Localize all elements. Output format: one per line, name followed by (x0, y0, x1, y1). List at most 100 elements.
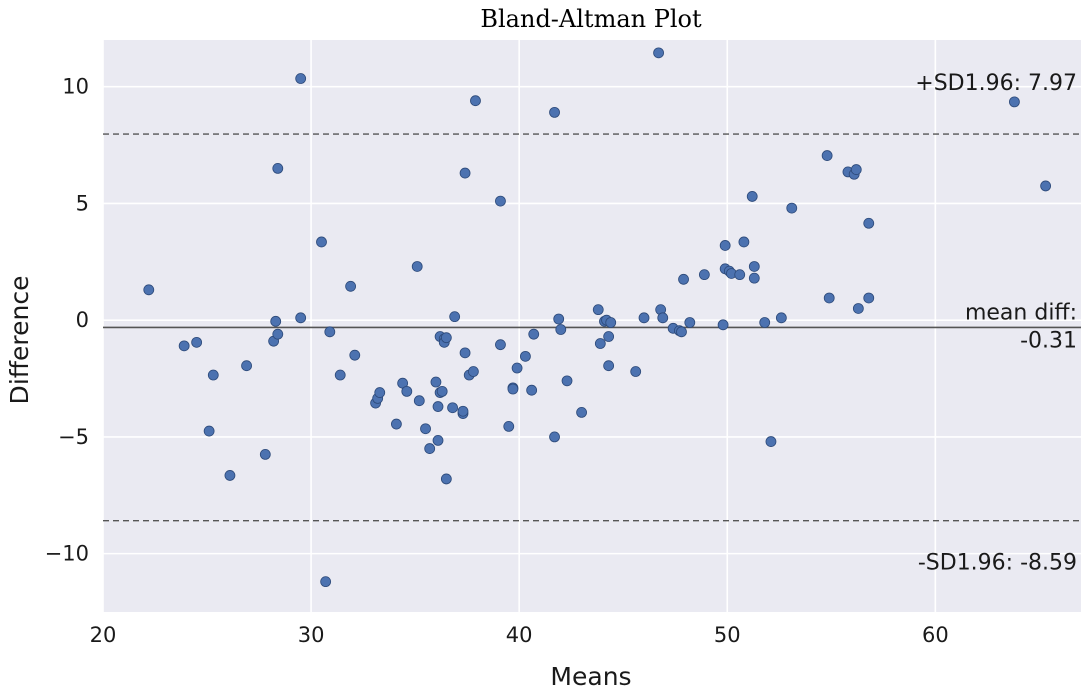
y-tick-label: 0 (76, 308, 89, 332)
data-point (259, 449, 271, 460)
data-point (324, 326, 336, 338)
data-point (411, 261, 423, 272)
x-tick-label: 20 (90, 623, 117, 647)
x-tick-label: 40 (506, 623, 533, 647)
data-point (440, 332, 452, 344)
data-point (224, 470, 236, 481)
data-point (334, 369, 346, 381)
data-point (424, 443, 436, 454)
data-point (594, 338, 606, 349)
y-tick-label: 10 (62, 75, 89, 99)
data-point (603, 331, 615, 342)
data-point (495, 195, 506, 207)
upper-loa-label: +SD1.96: 7.97 (915, 71, 1077, 96)
data-point (241, 360, 252, 372)
scatter-points (143, 47, 1052, 588)
data-point (440, 473, 452, 485)
data-point (657, 312, 669, 324)
data-point (503, 420, 515, 432)
data-point (436, 385, 448, 397)
data-point (638, 312, 650, 324)
data-point (272, 328, 284, 340)
data-point (698, 269, 710, 281)
x-tick-label: 60 (922, 623, 949, 647)
data-point (653, 47, 664, 59)
data-point (447, 402, 458, 414)
data-point (821, 150, 833, 161)
data-point (576, 406, 587, 418)
data-point (520, 350, 531, 362)
data-point (1009, 96, 1020, 108)
data-point (316, 236, 327, 248)
data-point (349, 349, 361, 361)
data-point (390, 418, 402, 430)
mean-diff-label-line1: mean diff: (965, 300, 1077, 325)
data-point (459, 167, 471, 179)
data-point (507, 383, 519, 395)
data-point (528, 328, 540, 340)
data-point (603, 360, 615, 372)
lower-loa-label: -SD1.96: -8.59 (918, 551, 1077, 576)
data-point (401, 385, 413, 397)
x-axis-label: Means (550, 662, 631, 691)
data-point (413, 395, 425, 407)
data-point (526, 384, 538, 396)
data-point (717, 319, 729, 331)
data-point (630, 366, 642, 377)
tick-labels: 20 30 40 50 60 −10 −5 0 5 10 (45, 75, 949, 647)
grid-lines (102, 40, 1081, 612)
y-axis-label: Difference (5, 276, 34, 405)
data-point (430, 376, 442, 388)
data-point (850, 164, 862, 175)
data-point (549, 106, 560, 118)
data-point (734, 269, 746, 281)
y-tick-label: −10 (45, 542, 89, 566)
data-point (748, 261, 760, 272)
data-point (345, 280, 357, 292)
data-point (549, 431, 560, 443)
data-point (449, 311, 461, 323)
data-point (295, 73, 307, 84)
y-tick-label: −5 (58, 425, 89, 449)
data-point (592, 304, 604, 316)
data-point (746, 191, 758, 202)
data-point (676, 326, 687, 338)
data-point (684, 317, 696, 328)
data-point (786, 202, 798, 214)
data-point (270, 315, 282, 327)
plot-area (103, 40, 1081, 612)
data-point (432, 401, 444, 412)
data-point (420, 423, 431, 435)
data-point (1040, 180, 1052, 192)
data-point (207, 369, 219, 381)
data-point (191, 336, 203, 348)
data-point (765, 436, 777, 447)
data-point (775, 312, 787, 324)
data-point (823, 292, 835, 304)
data-point (738, 236, 750, 248)
data-point (759, 317, 771, 328)
data-point (678, 273, 689, 285)
data-point (432, 434, 444, 446)
data-point (553, 313, 565, 325)
data-point (143, 284, 155, 296)
data-point (374, 387, 386, 398)
x-tick-label: 30 (298, 623, 325, 647)
data-point (863, 217, 875, 229)
data-point (555, 324, 567, 335)
data-point (295, 312, 307, 324)
data-point (495, 339, 506, 351)
data-point (320, 576, 332, 588)
data-point (470, 95, 481, 107)
data-point (748, 272, 760, 284)
data-point (467, 366, 479, 377)
reference-lines (103, 133, 1081, 522)
data-point (457, 405, 469, 417)
data-point (561, 375, 573, 387)
data-point (511, 362, 523, 374)
data-point (459, 347, 471, 359)
data-point (605, 317, 617, 328)
chart-title: Bland-Altman Plot (480, 5, 702, 33)
data-point (272, 163, 284, 174)
